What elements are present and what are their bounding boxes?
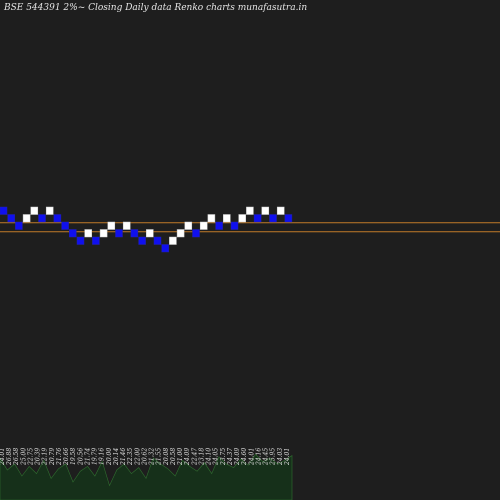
renko-brick-up <box>99 229 108 238</box>
renko-brick-up <box>223 214 231 223</box>
price-label: 20.62 <box>141 448 148 466</box>
price-label: 19.58 <box>70 448 77 465</box>
renko-brick-down <box>192 229 200 238</box>
renko-brick-down <box>92 236 100 245</box>
renko-brick-down <box>215 221 223 230</box>
price-label: 22.47 <box>191 448 198 466</box>
price-label: 21.32 <box>149 448 156 466</box>
price-label: 22.19 <box>42 448 49 466</box>
price-label: 19.16 <box>99 448 106 465</box>
price-label: 26.88 <box>6 448 13 466</box>
price-label: 24.05 <box>213 448 220 466</box>
renko-brick-up <box>199 221 208 230</box>
renko-brick-down <box>253 214 262 223</box>
price-label: 22.35 <box>127 448 134 466</box>
price-label: 20.08 <box>163 448 170 466</box>
price-label: 21.00 <box>177 448 184 466</box>
price-label: 20.14 <box>113 448 120 466</box>
volume-area <box>0 453 293 500</box>
price-label: 24.01 <box>0 448 6 466</box>
renko-brick-up <box>238 214 246 223</box>
renko-brick-up <box>22 214 31 223</box>
price-label: 20.58 <box>170 448 177 466</box>
price-label: 20.66 <box>63 448 70 466</box>
renko-brick-up <box>207 214 216 223</box>
price-label: 20.56 <box>77 448 84 466</box>
renko-brick-down <box>115 229 123 238</box>
renko-brick-up <box>146 229 154 238</box>
price-label: 20.79 <box>49 448 56 466</box>
price-label: 24.09 <box>234 448 241 466</box>
renko-brick-down <box>7 214 15 223</box>
price-label: 24.01 <box>284 448 291 466</box>
renko-brick-down <box>269 214 277 223</box>
renko-brick-down <box>0 206 8 215</box>
price-label: 22.75 <box>28 448 35 466</box>
renko-brick-up <box>30 206 39 215</box>
price-label: 21.74 <box>85 448 92 466</box>
renko-brick-down <box>230 221 239 230</box>
renko-brick-down <box>138 236 146 245</box>
renko-brick-up <box>261 206 270 215</box>
price-label: 24.16 <box>255 448 262 466</box>
price-label: 26.58 <box>13 448 20 466</box>
price-label: 23.18 <box>198 448 205 466</box>
renko-brick-up <box>184 221 193 230</box>
price-label: 19.79 <box>92 448 99 465</box>
renko-brick-up <box>176 229 185 238</box>
price-label: 24.37 <box>227 448 234 466</box>
renko-brick-down <box>284 214 293 223</box>
renko-brick-down <box>61 221 69 230</box>
renko-brick-down <box>38 214 46 223</box>
price-label: 21.76 <box>56 448 63 466</box>
price-label: 20.00 <box>106 448 113 466</box>
renko-brick-down <box>130 229 139 238</box>
price-label: 25.95 <box>270 448 277 466</box>
price-label: 22.00 <box>134 448 141 466</box>
renko-brick-up <box>276 206 285 215</box>
renko-brick-up <box>169 236 177 245</box>
renko-brick-up <box>45 206 54 215</box>
renko-brick-down <box>69 229 77 238</box>
price-label: 24.45 <box>263 448 270 466</box>
renko-brick-up <box>107 221 116 230</box>
chart-title: BSE 544391 2%~ Closing Daily data Renko … <box>4 3 308 13</box>
price-label: 24.10 <box>206 448 213 466</box>
renko-brick-down <box>53 214 62 223</box>
price-label: 24.60 <box>241 448 248 466</box>
price-label: 24.01 <box>248 448 255 466</box>
price-label: 24.03 <box>277 448 284 466</box>
price-label: 23.75 <box>220 448 227 466</box>
renko-brick-down <box>15 221 23 230</box>
renko-brick-up <box>84 229 92 238</box>
price-label: 20.39 <box>35 448 42 466</box>
renko-brick-up <box>122 221 131 230</box>
renko-brick-up <box>246 206 254 215</box>
price-label: 24.09 <box>184 448 191 466</box>
price-label: 21.55 <box>156 448 163 466</box>
price-label: 21.46 <box>120 448 127 466</box>
renko-brick-down <box>161 244 169 253</box>
renko-brick-down <box>76 236 85 245</box>
price-label: 25.00 <box>20 448 27 466</box>
renko-brick-down <box>153 236 162 245</box>
